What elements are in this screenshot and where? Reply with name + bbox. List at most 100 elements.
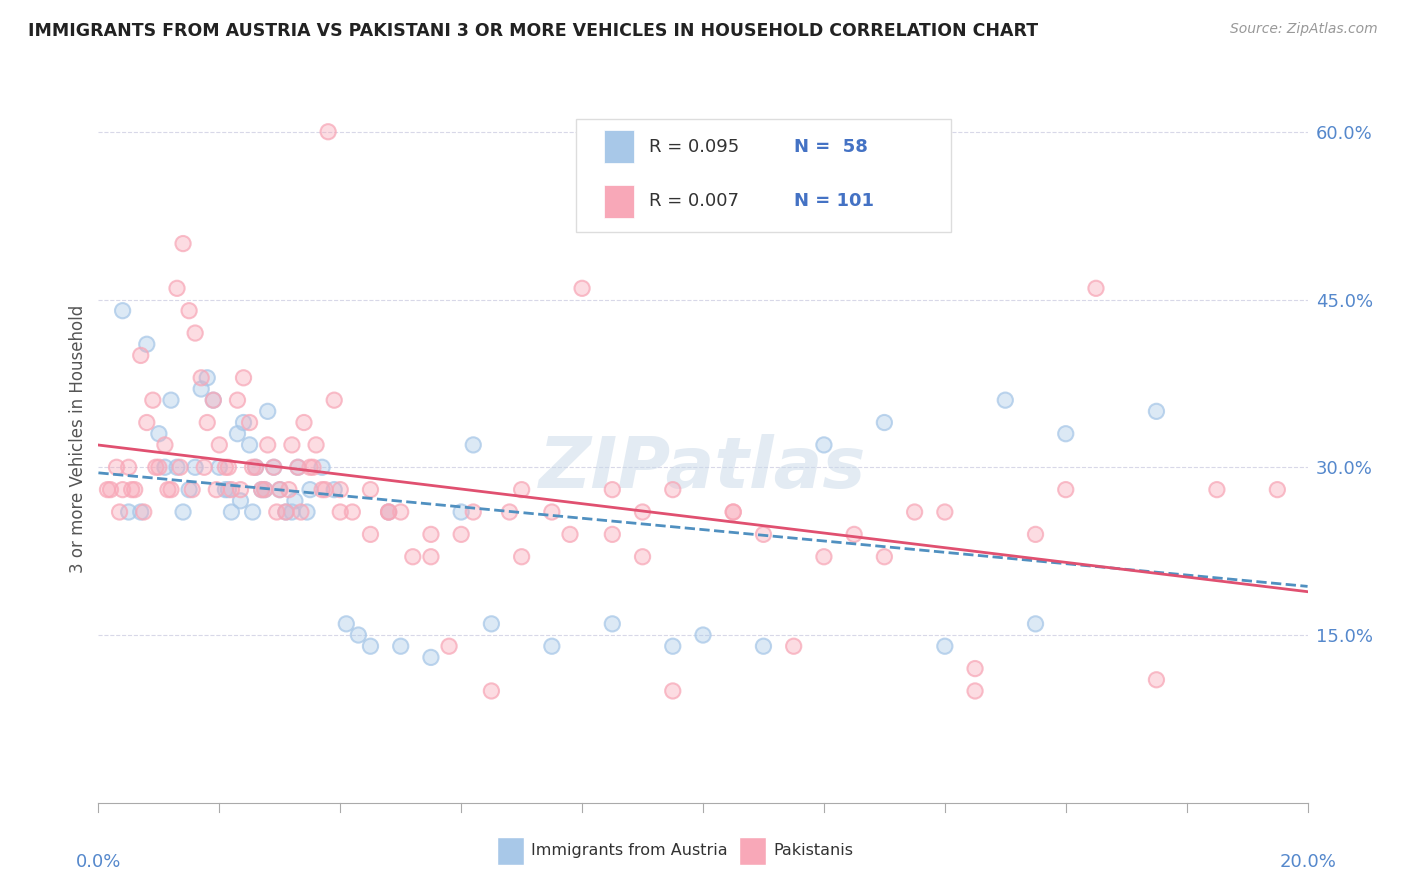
Point xyxy=(934,505,956,519)
Point xyxy=(148,426,170,441)
Point xyxy=(253,483,276,497)
Point xyxy=(108,505,131,519)
Point xyxy=(873,549,896,564)
Point xyxy=(281,505,304,519)
Point xyxy=(335,616,357,631)
Point xyxy=(160,483,183,497)
Point xyxy=(752,639,775,653)
Point xyxy=(299,460,322,475)
Point xyxy=(723,505,745,519)
Point xyxy=(239,416,262,430)
Text: Source: ZipAtlas.com: Source: ZipAtlas.com xyxy=(1230,22,1378,37)
Point xyxy=(108,505,131,519)
Point xyxy=(135,337,157,351)
Text: ZIPatlas: ZIPatlas xyxy=(540,434,866,503)
Point xyxy=(277,483,299,497)
Point xyxy=(360,527,382,541)
Point xyxy=(229,493,252,508)
Point xyxy=(221,483,243,497)
Point xyxy=(269,483,291,497)
Point xyxy=(631,549,654,564)
Point xyxy=(217,483,239,497)
Point xyxy=(195,371,218,385)
Point xyxy=(263,460,285,475)
Point xyxy=(437,639,460,653)
Point xyxy=(166,460,188,475)
Point xyxy=(389,505,412,519)
Point xyxy=(190,382,212,396)
Point xyxy=(329,483,352,497)
Point xyxy=(540,505,562,519)
Point xyxy=(153,460,176,475)
Point xyxy=(602,616,624,631)
Bar xyxy=(498,837,524,864)
Point xyxy=(752,527,775,541)
Point xyxy=(540,639,562,653)
Text: 0.0%: 0.0% xyxy=(76,853,121,871)
Point xyxy=(752,527,775,541)
Point xyxy=(302,460,325,475)
Point xyxy=(510,549,533,564)
Point xyxy=(540,505,562,519)
Point xyxy=(1024,527,1046,541)
Point xyxy=(1054,483,1077,497)
Point xyxy=(226,426,249,441)
Point xyxy=(329,505,352,519)
Point xyxy=(145,460,167,475)
Point xyxy=(214,483,236,497)
Point xyxy=(1054,483,1077,497)
Point xyxy=(420,650,443,665)
Point xyxy=(347,628,370,642)
Point xyxy=(217,483,239,497)
Point xyxy=(558,527,581,541)
Point xyxy=(302,460,325,475)
Point xyxy=(242,505,264,519)
Point xyxy=(232,371,254,385)
Point xyxy=(904,505,927,519)
Point xyxy=(631,505,654,519)
Point xyxy=(181,483,204,497)
Point xyxy=(661,684,683,698)
Point xyxy=(316,125,339,139)
Point xyxy=(377,505,399,519)
Point xyxy=(269,483,291,497)
Point xyxy=(208,460,231,475)
Point xyxy=(692,628,714,642)
Point xyxy=(420,527,443,541)
Point xyxy=(135,416,157,430)
Point xyxy=(184,460,207,475)
Point xyxy=(389,505,412,519)
Point xyxy=(420,549,443,564)
Bar xyxy=(603,185,634,218)
Point xyxy=(934,505,956,519)
Point xyxy=(965,662,987,676)
Point xyxy=(1024,527,1046,541)
Point xyxy=(208,438,231,452)
Point xyxy=(287,460,309,475)
Point xyxy=(274,505,297,519)
Point xyxy=(245,460,267,475)
Point xyxy=(148,460,170,475)
Point xyxy=(661,639,683,653)
Point xyxy=(105,460,128,475)
Point xyxy=(540,639,562,653)
Point xyxy=(813,549,835,564)
Point xyxy=(111,483,134,497)
Point xyxy=(263,460,285,475)
Point xyxy=(148,426,170,441)
Point xyxy=(934,639,956,653)
Point xyxy=(292,416,315,430)
Point xyxy=(242,505,264,519)
Point xyxy=(129,348,152,362)
Point xyxy=(217,460,239,475)
Point xyxy=(342,505,364,519)
Point xyxy=(153,438,176,452)
Point xyxy=(266,505,288,519)
Point xyxy=(783,639,806,653)
Point xyxy=(153,438,176,452)
Point xyxy=(274,505,297,519)
Point xyxy=(295,505,318,519)
Point xyxy=(314,483,336,497)
Point xyxy=(250,483,273,497)
FancyBboxPatch shape xyxy=(576,120,950,232)
